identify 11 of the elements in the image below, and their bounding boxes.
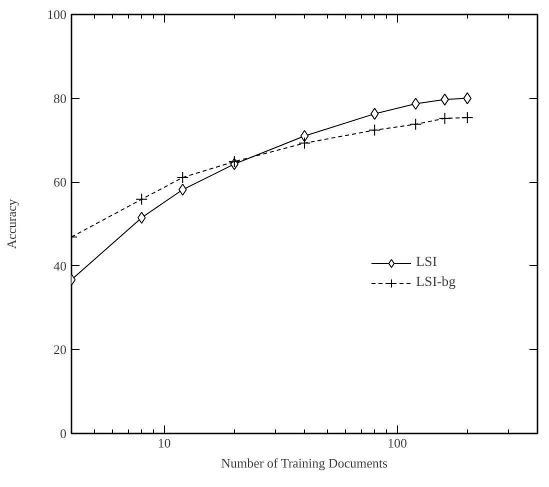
x-tick-label: 10	[158, 436, 171, 450]
y-tick-label: 100	[47, 7, 66, 22]
y-tick-label: 0	[60, 426, 66, 441]
legend-label: LSI-bg	[416, 275, 456, 291]
y-tick-label: 60	[54, 174, 66, 190]
y-tick-label: 80	[54, 90, 66, 106]
x-axis-title: Number of Training Documents	[221, 456, 388, 470]
y-axis-title: Accuracy	[4, 198, 19, 249]
legend-label: LSI	[416, 255, 437, 271]
y-tick-label: 20	[54, 342, 66, 358]
y-tick-label: 40	[54, 258, 66, 274]
